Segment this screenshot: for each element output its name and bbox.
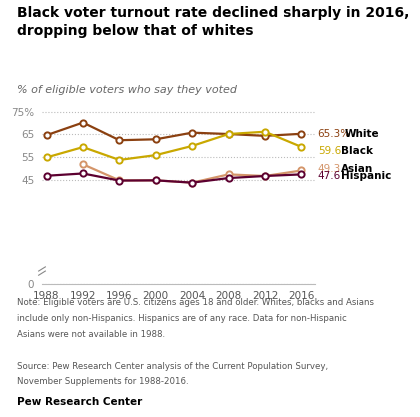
Text: Black voter turnout rate declined sharply in 2016,
dropping below that of whites: Black voter turnout rate declined sharpl… (17, 6, 409, 38)
Text: Note: Eligible voters are U.S. citizens ages 18 and older. Whites, blacks and As: Note: Eligible voters are U.S. citizens … (17, 298, 374, 307)
Text: Source: Pew Research Center analysis of the Current Population Survey,: Source: Pew Research Center analysis of … (17, 362, 328, 371)
Text: Hispanic: Hispanic (341, 171, 391, 181)
Text: White: White (345, 129, 380, 139)
Text: 49.3: 49.3 (318, 163, 341, 173)
Text: 65.3%: 65.3% (318, 129, 351, 139)
Text: Asians were not available in 1988.: Asians were not available in 1988. (17, 330, 165, 339)
Text: % of eligible voters who say they voted: % of eligible voters who say they voted (17, 85, 237, 95)
Text: Asian: Asian (341, 163, 373, 173)
Text: include only non-Hispanics. Hispanics are of any race. Data for non-Hispanic: include only non-Hispanics. Hispanics ar… (17, 314, 346, 323)
Text: November Supplements for 1988-2016.: November Supplements for 1988-2016. (17, 377, 189, 387)
Text: Pew Research Center: Pew Research Center (17, 397, 142, 407)
Text: 47.6: 47.6 (318, 171, 341, 181)
Text: Black: Black (341, 146, 373, 156)
Text: 59.6: 59.6 (318, 146, 341, 156)
